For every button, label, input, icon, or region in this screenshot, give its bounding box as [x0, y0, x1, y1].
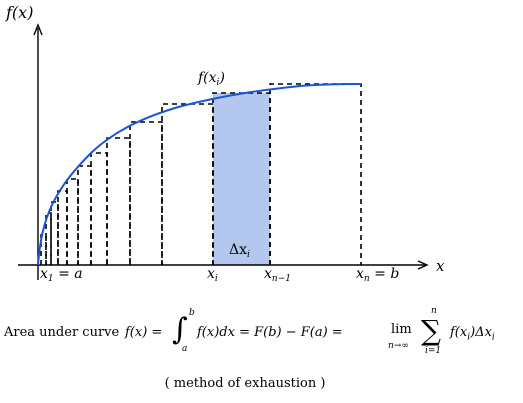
rect-12 — [269, 83, 362, 265]
rect-1 — [40, 234, 47, 265]
tick-label-x1: x1 = a — [40, 266, 83, 284]
rect-8 — [106, 137, 131, 265]
y-axis-label: f(x) — [5, 3, 33, 22]
formula-integrand: f(x)dx = F(b) − F(a) = — [197, 325, 343, 340]
area-formula: Area under curve f(x) = ∫ b a f(x)dx = F… — [4, 306, 519, 356]
tick-label-xi: xi — [207, 266, 218, 284]
formula-lead: Area under curve — [4, 325, 120, 340]
sum-lower: i=1 — [425, 346, 442, 356]
rect-4 — [57, 190, 68, 265]
formula-summand: f(xi)Δxi — [450, 325, 495, 343]
dashed-rectangles — [40, 83, 362, 265]
rect-3 — [50, 201, 59, 265]
rect-5 — [66, 178, 79, 265]
delta-x-label: Δxi — [229, 242, 250, 260]
sum-symbol: ∑ — [421, 314, 441, 347]
sum-upper: n — [431, 306, 437, 316]
x-axis-label: x — [436, 257, 445, 275]
y-axis-arrow — [33, 23, 43, 36]
formula-lhs: f(x) = — [125, 325, 163, 340]
curve-point-label: f(xi) — [197, 70, 225, 88]
rect-6 — [77, 165, 92, 265]
function-curve — [37, 83, 362, 266]
rect-7 — [90, 152, 108, 265]
limit-subscript: n→∞ — [388, 341, 409, 351]
riemann-diagram: f(x) x f(xi) Δxi x1 = a xi xn−1 xn = b — [5, 3, 445, 284]
highlighted-strip — [213, 93, 270, 265]
limit-operator: lim — [391, 322, 412, 337]
x-axis-arrow — [417, 260, 429, 270]
caption: ( method of exhaustion ) — [164, 376, 326, 391]
integral-lower: a — [182, 344, 188, 354]
axes — [18, 23, 429, 280]
tick-label-xn-minus-1: xn−1 — [264, 266, 291, 284]
tick-label-xn: xn = b — [356, 266, 399, 284]
rect-10 — [161, 103, 214, 265]
rect-9 — [129, 121, 163, 265]
integral-symbol: ∫ — [172, 312, 188, 347]
integral-upper: b — [189, 308, 195, 318]
